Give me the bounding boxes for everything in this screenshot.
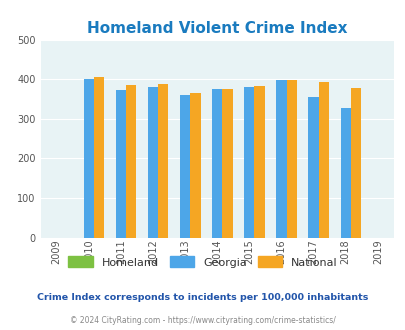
Bar bbox=[286, 81, 296, 238]
Bar bbox=[211, 89, 222, 238]
Bar bbox=[254, 86, 264, 238]
Bar bbox=[115, 90, 126, 238]
Title: Homeland Violent Crime Index: Homeland Violent Crime Index bbox=[87, 21, 347, 36]
Bar bbox=[308, 97, 318, 238]
Bar bbox=[190, 93, 200, 238]
Bar bbox=[126, 85, 136, 238]
Text: © 2024 CityRating.com - https://www.cityrating.com/crime-statistics/: © 2024 CityRating.com - https://www.city… bbox=[70, 315, 335, 325]
Bar bbox=[147, 87, 158, 238]
Text: Crime Index corresponds to incidents per 100,000 inhabitants: Crime Index corresponds to incidents per… bbox=[37, 292, 368, 302]
Bar bbox=[276, 80, 286, 238]
Bar bbox=[318, 82, 328, 238]
Bar bbox=[350, 87, 360, 238]
Bar bbox=[94, 77, 104, 238]
Bar bbox=[158, 84, 168, 238]
Bar bbox=[179, 95, 190, 238]
Bar bbox=[83, 79, 94, 238]
Bar bbox=[340, 108, 350, 238]
Bar bbox=[222, 89, 232, 238]
Bar bbox=[243, 87, 254, 238]
Legend: Homeland, Georgia, National: Homeland, Georgia, National bbox=[65, 253, 340, 271]
